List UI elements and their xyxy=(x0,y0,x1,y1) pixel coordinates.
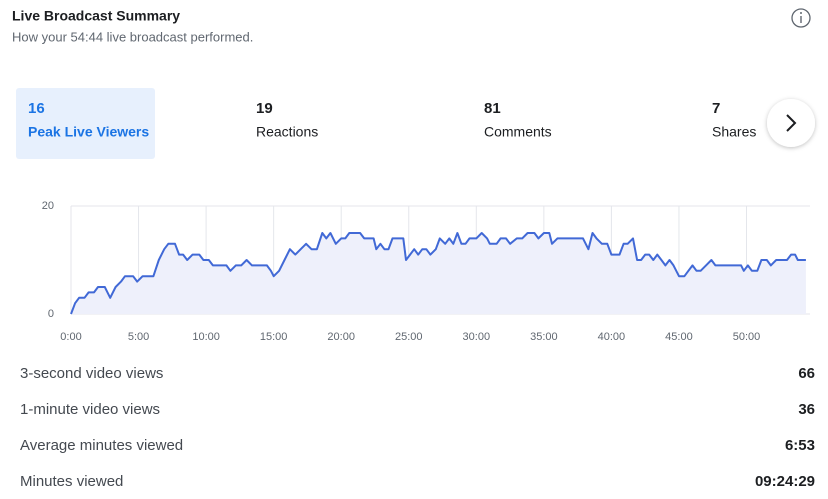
stats: 3-second video views 66 1-minute video vie… xyxy=(20,365,815,490)
next-circle xyxy=(767,99,815,147)
tab[interactable]: 19 Reactions xyxy=(256,100,318,140)
stat-label: 1-minute video views xyxy=(20,401,160,418)
x-tick-label: 10:00 xyxy=(192,331,220,343)
tab-label: Shares xyxy=(712,124,756,140)
stat-value: 09:24:29 xyxy=(755,473,815,490)
line xyxy=(70,232,806,315)
tab-value: 81 xyxy=(484,100,501,117)
stat-value: 6:53 xyxy=(785,437,815,454)
stat-label: Minutes viewed xyxy=(20,473,123,490)
tab[interactable]: 7 Shares xyxy=(712,100,756,140)
tab-value: 16 xyxy=(28,100,45,117)
title: Live Broadcast Summary xyxy=(12,8,180,24)
chart: 0:00 5:00 10:00 15:00 20:00 25:00 30:00 35:00 40… xyxy=(42,200,810,343)
y-tick-label: 20 xyxy=(42,200,54,212)
x-tick-label: 40:00 xyxy=(598,331,626,343)
x-tick-label: 35:00 xyxy=(530,331,558,343)
subtitle: How your 54:44 live broadcast performed. xyxy=(12,29,253,44)
info-icon xyxy=(791,8,811,28)
tab[interactable]: 16 Peak Live Viewers xyxy=(28,100,149,140)
tab[interactable]: 81 Comments xyxy=(484,100,552,140)
x-tick-label: 25:00 xyxy=(395,331,423,343)
tab-label: Comments xyxy=(484,124,552,140)
x-tick-label: 20:00 xyxy=(327,331,355,343)
next-arrow xyxy=(786,114,797,132)
y-tick-label: 0 xyxy=(48,308,54,320)
x-tick-label: 30:00 xyxy=(463,331,491,343)
stat-value: 66 xyxy=(798,365,815,382)
next-button[interactable] xyxy=(767,99,815,147)
active-tab-bg xyxy=(16,88,155,159)
x-tick-label: 0:00 xyxy=(60,331,81,343)
tab-label: Peak Live Viewers xyxy=(28,124,149,140)
area xyxy=(71,233,806,314)
stat-value: 36 xyxy=(798,401,815,418)
stat-label: Average minutes viewed xyxy=(20,437,183,454)
tab-label: Reactions xyxy=(256,124,318,140)
stat-label: 3-second video views xyxy=(20,365,163,382)
x-tick-label: 45:00 xyxy=(665,331,693,343)
x-tick-label: 15:00 xyxy=(260,331,288,343)
info-button[interactable] xyxy=(791,8,811,28)
info-dot xyxy=(800,12,802,14)
x-tick-label: 5:00 xyxy=(128,331,149,343)
tab-value: 7 xyxy=(712,100,720,117)
tabs: 16 Peak Live Viewers 19 Reactions 81 Comments… xyxy=(28,100,756,140)
tab-value: 19 xyxy=(256,100,273,117)
x-tick-label: 50:00 xyxy=(733,331,761,343)
